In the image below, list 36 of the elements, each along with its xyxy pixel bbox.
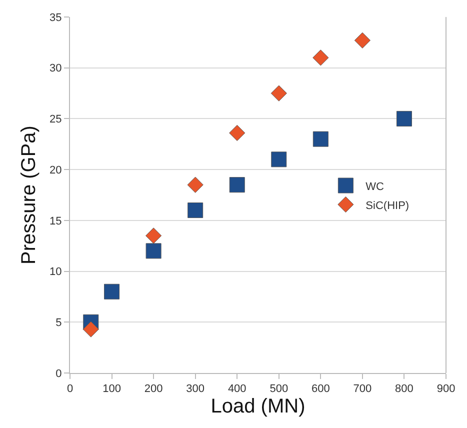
point: [312, 50, 329, 66]
point: [146, 243, 162, 259]
x-tick-label: 500: [270, 383, 288, 396]
point: [229, 124, 246, 141]
point: [104, 284, 120, 300]
legend-label: SiC(HIP): [366, 200, 410, 212]
x-axis-title: Load (MN): [210, 396, 306, 418]
y-tick-label: 5: [56, 316, 62, 329]
x-tick-label: 100: [102, 383, 121, 396]
y-tick-label: 15: [50, 215, 62, 228]
x-tick-label: 200: [144, 383, 163, 396]
point: [354, 32, 370, 48]
y-tick-label: 0: [56, 368, 62, 380]
y-axis-title: Pressure (GPa): [18, 126, 40, 264]
point: [187, 176, 204, 193]
y-tick-label: 35: [50, 12, 62, 24]
point: [146, 228, 162, 244]
point: [396, 110, 412, 126]
point: [229, 177, 245, 193]
y-tick-label: 25: [50, 114, 62, 126]
legend-label: WC: [366, 180, 384, 193]
x-tick-label: 700: [353, 383, 372, 396]
y-tick-label: 30: [50, 62, 62, 75]
y-tick-label: 20: [50, 164, 62, 176]
x-tick-label: 900: [436, 383, 456, 396]
x-tick-label: 300: [186, 383, 205, 396]
point: [82, 321, 99, 338]
point: [271, 152, 287, 168]
x-tick-label: 800: [395, 383, 414, 396]
point: [312, 131, 328, 147]
x-tick-label: 600: [311, 383, 330, 396]
point: [188, 202, 204, 218]
point: [270, 85, 287, 102]
y-tick-label: 10: [50, 266, 62, 278]
x-tick-label: 400: [228, 383, 246, 396]
x-tick-label: 0: [66, 383, 74, 396]
